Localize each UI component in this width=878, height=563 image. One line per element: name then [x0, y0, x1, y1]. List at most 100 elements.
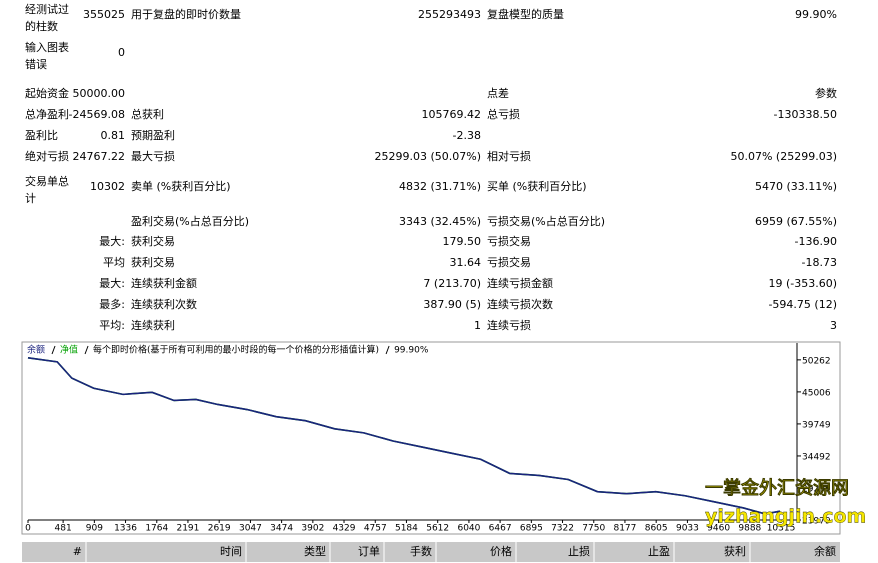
y-tick-label: 34492 — [802, 452, 831, 462]
table-header-cell: 订单 — [358, 545, 380, 558]
stat-label: 买单 (%获利百分比) — [487, 180, 587, 193]
stat-value: -594.75 (12) — [768, 298, 837, 311]
table-header-cell: 手数 — [410, 544, 432, 558]
stat-value: 0.81 — [100, 129, 126, 142]
stat-value: 10302 — [90, 180, 125, 193]
legend-entry: 余额 — [27, 344, 45, 356]
x-tick-label: 9033 — [676, 524, 699, 534]
stat-value: 5470 (33.11%) — [754, 180, 837, 193]
table-header-cell: 类型 — [304, 544, 326, 558]
x-tick-label: 8177 — [613, 524, 636, 534]
y-tick-label: 50262 — [802, 356, 831, 366]
x-tick-label: 0 — [25, 524, 31, 534]
table-header-cell: 余额 — [814, 544, 836, 558]
x-tick-label: 4329 — [333, 524, 356, 534]
stat-label: 总获利 — [131, 108, 164, 121]
stat-label: 相对亏损 — [487, 150, 531, 163]
x-tick-label: 1764 — [145, 524, 168, 534]
stat-prefix: 最多: — [99, 298, 125, 311]
stat-label: 点差 — [487, 87, 509, 100]
legend-separator — [84, 345, 89, 355]
x-tick-label: 1336 — [114, 524, 137, 534]
x-tick-label: 9460 — [707, 524, 730, 534]
stat-label: 连续获利金额 — [131, 277, 197, 290]
x-tick-label: 8605 — [645, 524, 668, 534]
stat-label: 交易单总计 — [25, 175, 69, 205]
table-header-cell: 止损 — [568, 544, 590, 558]
stat-value: -2.38 — [452, 129, 481, 142]
stat-value: 25299.03 (50.07%) — [374, 150, 481, 163]
stat-label: 盈利比 — [25, 129, 58, 142]
x-tick-label: 3474 — [270, 524, 293, 534]
x-tick-label: 909 — [86, 524, 103, 534]
table-header-bg — [22, 542, 840, 562]
stat-label: 总净盈利 — [25, 108, 69, 121]
legend-separator — [385, 345, 390, 355]
stat-value: 179.50 — [442, 235, 482, 248]
x-tick-label: 481 — [55, 524, 72, 534]
stat-value: -136.90 — [794, 235, 837, 248]
legend-entry: 净值 — [60, 344, 78, 356]
x-tick-label: 5184 — [395, 524, 418, 534]
stat-label: 起始资金 — [25, 87, 69, 100]
stat-label: 经测试过的柱数 — [25, 3, 69, 33]
x-tick-label: 7750 — [582, 524, 605, 534]
x-tick-label: 4757 — [364, 524, 387, 534]
stat-value: -24569.08 — [68, 108, 125, 121]
x-tick-label: 2191 — [176, 524, 199, 534]
stat-label: 用于复盘的即时价数量 — [131, 8, 241, 21]
table-header-cell: 时间 — [220, 545, 242, 558]
y-tick-label: 23979 — [802, 517, 831, 527]
x-tick-label: 6040 — [457, 524, 480, 534]
y-tick-label: 29235 — [802, 484, 831, 494]
stat-label: 盈利交易(%占总百分比) — [131, 215, 250, 228]
stat-label: 亏损交易(%占总百分比) — [487, 215, 606, 228]
x-tick-label: 7322 — [551, 524, 574, 534]
stat-label: 亏损交易 — [487, 256, 531, 269]
stat-value: 24767.22 — [72, 150, 126, 163]
y-tick-label: 45006 — [802, 388, 831, 398]
stat-value: 355025 — [83, 8, 125, 21]
stat-value: 19 (-353.60) — [768, 277, 837, 290]
stat-label: 亏损交易 — [487, 235, 531, 248]
stat-label: 最大亏损 — [131, 150, 175, 163]
stat-value: 4832 (31.71%) — [398, 180, 481, 193]
stat-value: 0 — [118, 46, 125, 59]
stat-value: 6959 (67.55%) — [754, 215, 837, 228]
stat-label: 获利交易 — [131, 235, 175, 248]
stat-value: 50.07% (25299.03) — [730, 150, 837, 163]
stat-value: 3343 (32.45%) — [398, 215, 481, 228]
stat-value: 99.90% — [795, 8, 837, 21]
x-tick-label: 10315 — [767, 524, 796, 534]
x-tick-label: 3047 — [239, 524, 262, 534]
stat-label: 预期盈利 — [131, 129, 175, 142]
stat-label: 连续亏损 — [487, 319, 531, 332]
stat-prefix: 平均: — [99, 319, 125, 332]
stat-label: 复盘模型的质量 — [487, 8, 564, 21]
stat-label: 获利交易 — [131, 256, 175, 269]
table-header-cell: # — [73, 545, 82, 558]
stat-label: 绝对亏损 — [25, 150, 69, 163]
x-tick-label: 3902 — [301, 524, 324, 534]
stat-label: 连续获利 — [131, 319, 175, 332]
stat-value: 7 (213.70) — [423, 277, 481, 290]
table-header-cell: 价格 — [490, 544, 512, 558]
stat-prefix: 最大: — [99, 235, 125, 248]
stat-prefix: 最大: — [99, 277, 125, 290]
stat-label: 连续获利次数 — [131, 298, 197, 311]
legend-separator — [51, 345, 56, 355]
stat-value: 50000.00 — [72, 87, 126, 100]
stat-value: 387.90 (5) — [423, 298, 481, 311]
stat-label: 总亏损 — [487, 108, 520, 121]
chart-subtitle: 99.90% — [394, 346, 429, 356]
balance-line — [27, 357, 781, 515]
watermark: yizhangjin.com — [705, 506, 866, 528]
chart-frame — [21, 341, 841, 535]
stat-value: 3 — [830, 319, 837, 332]
stat-value: 105769.42 — [421, 108, 482, 121]
table-header-cell: 获利 — [724, 545, 746, 558]
y-tick-label: 39749 — [802, 420, 831, 430]
chart-title: 每个即时价格(基于所有可利用的最小时段的每一个价格的分形插值计算) — [93, 344, 379, 356]
stat-value: 31.64 — [449, 256, 482, 269]
